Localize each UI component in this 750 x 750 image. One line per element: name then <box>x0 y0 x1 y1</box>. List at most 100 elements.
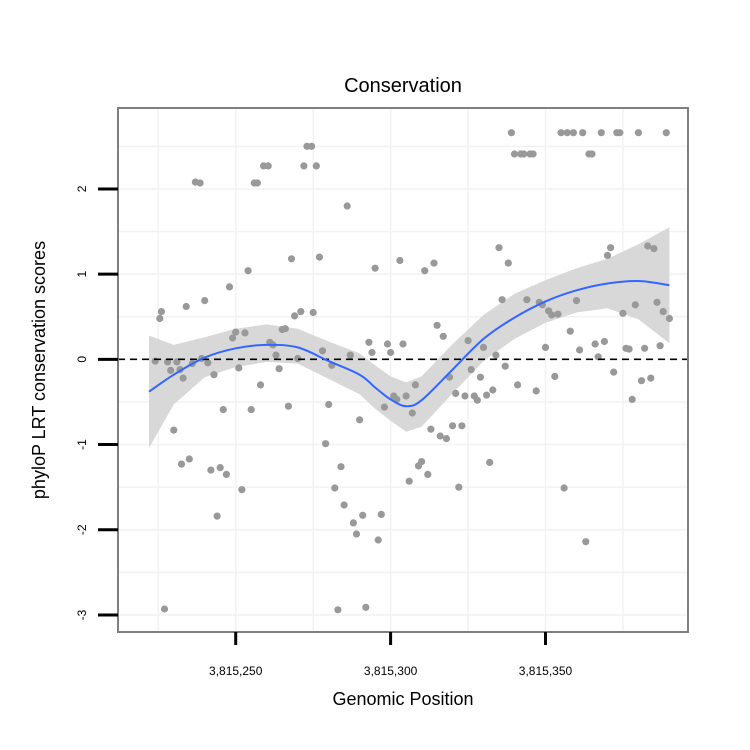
data-point <box>597 129 605 137</box>
data-point <box>659 308 667 316</box>
data-point <box>383 340 392 348</box>
data-point <box>308 142 316 150</box>
data-point <box>504 259 512 267</box>
data-point <box>569 129 578 137</box>
data-point <box>408 409 416 417</box>
data-point <box>232 328 240 336</box>
data-point <box>405 477 413 485</box>
data-point <box>216 464 224 472</box>
data-point <box>628 395 636 403</box>
data-point <box>204 359 212 367</box>
data-point <box>495 244 503 252</box>
data-point <box>489 386 497 394</box>
data-point <box>229 334 237 342</box>
data-point <box>418 458 426 466</box>
data-point <box>238 486 246 494</box>
data-point <box>272 351 280 359</box>
data-point <box>325 400 333 409</box>
data-point <box>346 351 354 359</box>
data-point <box>312 162 320 170</box>
data-point <box>334 606 342 614</box>
data-point <box>572 297 581 305</box>
data-point <box>160 605 169 613</box>
data-point <box>449 422 457 430</box>
data-point <box>610 368 618 376</box>
data-point <box>442 435 450 443</box>
data-point <box>662 129 670 137</box>
data-point <box>551 372 559 380</box>
data-point <box>377 510 385 518</box>
data-point <box>637 377 646 385</box>
data-point <box>380 403 388 411</box>
x-tick-label: 3,815,350 <box>519 664 573 678</box>
data-point <box>529 150 537 158</box>
data-point <box>563 129 571 137</box>
data-point <box>452 389 460 397</box>
data-point <box>352 530 361 538</box>
data-point <box>177 460 186 468</box>
data-point <box>427 425 435 433</box>
y-axis-label: phyloP LRT conservation scores <box>29 241 49 499</box>
data-point <box>318 347 327 355</box>
data-point <box>476 373 484 381</box>
data-point <box>464 337 472 345</box>
data-point <box>579 129 587 137</box>
data-point <box>507 129 515 137</box>
data-point <box>264 162 272 170</box>
data-point <box>411 381 419 389</box>
data-point <box>253 179 261 187</box>
data-point <box>219 406 227 414</box>
data-point <box>647 374 655 382</box>
data-point <box>322 440 330 448</box>
data-point <box>256 381 265 389</box>
data-point <box>631 301 639 309</box>
data-point <box>483 391 491 399</box>
data-point <box>241 329 249 337</box>
data-point <box>653 298 661 306</box>
y-tick-label: -3 <box>75 609 89 620</box>
data-point <box>656 342 664 350</box>
data-point <box>421 267 429 275</box>
y-tick-label: 1 <box>75 270 89 277</box>
data-point <box>625 345 633 353</box>
data-point <box>520 150 528 158</box>
panel-border <box>117 107 689 633</box>
data-point <box>557 129 565 137</box>
data-point <box>486 458 494 466</box>
data-point <box>455 483 463 491</box>
data-point <box>467 366 475 374</box>
data-point <box>396 256 404 265</box>
data-point <box>196 179 204 187</box>
data-point <box>281 325 289 333</box>
data-point <box>616 129 624 137</box>
y-tick-label: 2 <box>75 185 89 192</box>
data-point <box>207 466 215 474</box>
data-point <box>368 348 376 357</box>
data-point <box>235 364 243 372</box>
confidence-ribbon-layer <box>149 227 670 448</box>
data-point <box>479 343 488 351</box>
data-point <box>644 242 652 250</box>
data-point <box>634 129 643 137</box>
data-point <box>371 264 379 272</box>
data-point <box>399 340 407 348</box>
smooth-line-layer <box>148 279 670 408</box>
y-tick-label: -2 <box>75 524 89 535</box>
x-tick-label: 3,815,300 <box>364 664 418 678</box>
data-point <box>157 308 165 316</box>
data-point <box>532 387 540 395</box>
data-point <box>170 426 178 434</box>
x-tick-label: 3,815,250 <box>209 664 263 678</box>
data-point <box>374 536 382 544</box>
data-point <box>359 511 367 519</box>
data-point <box>498 296 506 304</box>
data-point <box>541 343 550 351</box>
x-axis: 3,815,250 3,815,300 3,815,350 <box>209 632 573 678</box>
data-point <box>294 354 302 363</box>
data-point <box>331 484 339 492</box>
y-tick-label: 0 <box>75 356 89 363</box>
data-point <box>492 351 500 359</box>
data-point <box>600 337 609 346</box>
data-point <box>213 512 221 520</box>
